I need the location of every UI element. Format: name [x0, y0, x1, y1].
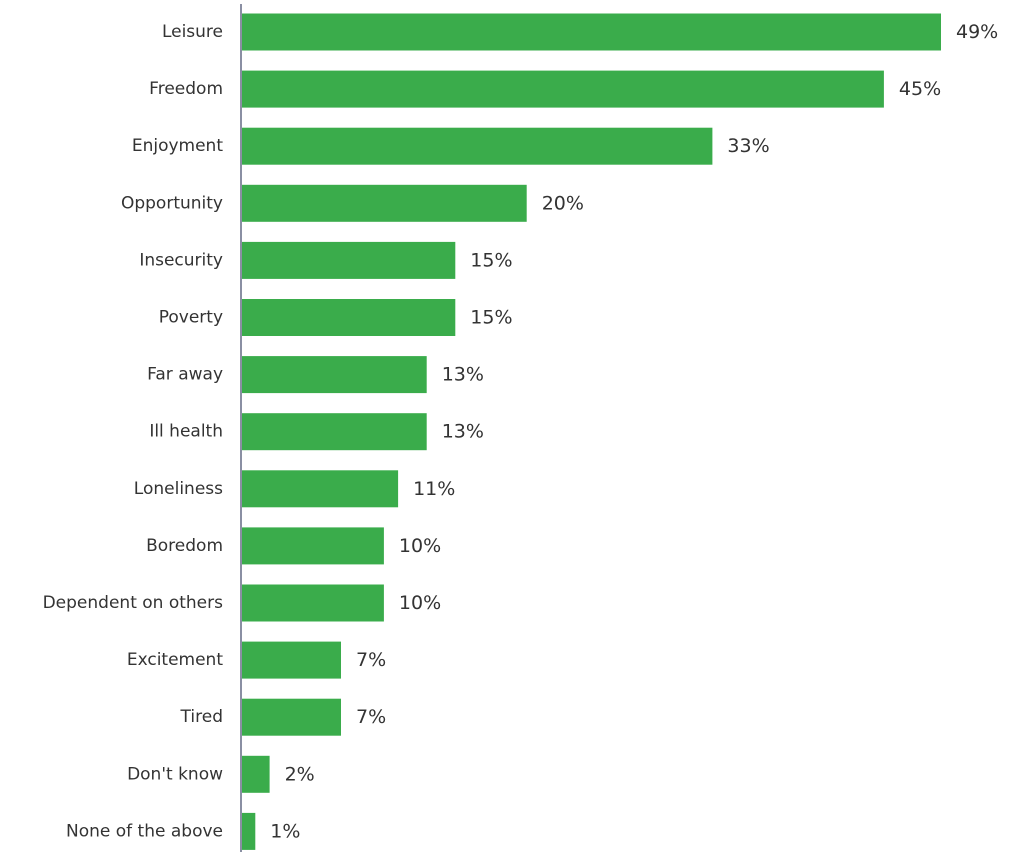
bar: [241, 70, 884, 108]
category-label: Don't know: [127, 764, 223, 784]
value-label: 11%: [413, 478, 455, 500]
category-label: Tired: [180, 707, 223, 727]
value-label: 33%: [727, 135, 769, 157]
bar: [241, 584, 384, 622]
value-labels-group: 49% 45% 33% 20% 15% 15% 13% 13% 11% 10% 10% 7% 7% 2% 1…: [270, 21, 998, 842]
bar: [241, 698, 341, 736]
bars-group: [241, 13, 941, 850]
category-label: Freedom: [149, 79, 223, 99]
category-label: Excitement: [127, 650, 223, 670]
bar: [241, 127, 713, 165]
value-label: 49%: [956, 21, 998, 43]
value-label: 15%: [470, 249, 512, 271]
category-label: Opportunity: [121, 193, 223, 213]
bar: [241, 812, 256, 850]
bar: [241, 13, 941, 51]
bar: [241, 527, 384, 565]
category-label: Boredom: [146, 536, 223, 556]
value-label: 20%: [542, 192, 584, 214]
bar: [241, 356, 427, 394]
bar: [241, 470, 399, 508]
bar: [241, 241, 456, 279]
category-label: Insecurity: [139, 250, 223, 270]
value-label: 45%: [899, 78, 941, 100]
category-label: Dependent on others: [43, 593, 224, 613]
category-label: None of the above: [66, 821, 223, 841]
value-label: 10%: [399, 535, 441, 557]
category-label: Ill health: [149, 422, 223, 442]
category-label: Far away: [147, 365, 223, 385]
bar: [241, 413, 427, 451]
category-label: Loneliness: [134, 479, 223, 499]
value-label: 10%: [399, 592, 441, 614]
bar: [241, 755, 270, 793]
bar: [241, 641, 341, 679]
value-label: 1%: [270, 820, 300, 842]
bar: [241, 299, 456, 336]
value-label: 7%: [356, 649, 386, 671]
value-label: 15%: [470, 307, 512, 329]
bar: [241, 184, 527, 222]
value-label: 13%: [442, 421, 484, 443]
category-label: Poverty: [159, 308, 223, 328]
category-labels-group: Leisure Freedom Enjoyment Opportunity Insecu…: [43, 22, 224, 841]
category-label: Enjoyment: [132, 136, 223, 156]
value-label: 2%: [285, 763, 315, 785]
category-label: Leisure: [162, 22, 223, 42]
value-label: 13%: [442, 364, 484, 386]
value-label: 7%: [356, 706, 386, 728]
